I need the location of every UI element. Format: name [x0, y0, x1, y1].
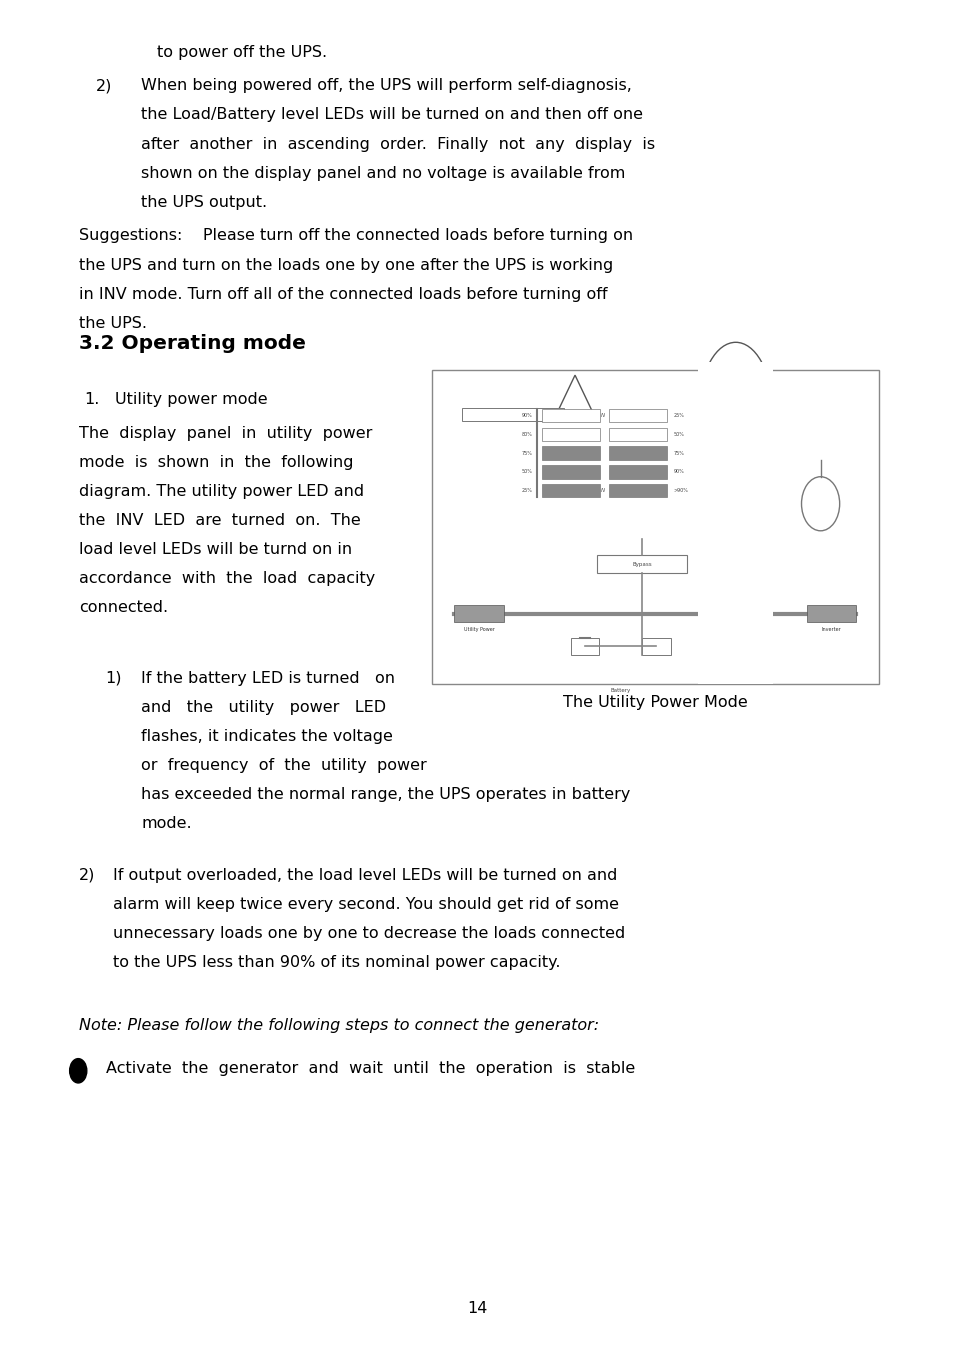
- Text: The Utility Power Mode: The Utility Power Mode: [562, 695, 747, 710]
- Text: 3.2 Operating mode: 3.2 Operating mode: [79, 334, 306, 353]
- Text: to power off the UPS.: to power off the UPS.: [157, 45, 327, 59]
- Text: Note: Please follow the following steps to connect the generator:: Note: Please follow the following steps …: [79, 1018, 598, 1033]
- Bar: [597, 556, 686, 573]
- Text: ECO: ECO: [801, 429, 813, 434]
- Text: Suggestions:    Please turn off the connected loads before turning on: Suggestions: Please turn off the connect…: [79, 228, 633, 243]
- Text: 90%: 90%: [521, 412, 532, 418]
- Text: Utility Power: Utility Power: [463, 627, 495, 631]
- Bar: [608, 408, 666, 422]
- Bar: [454, 606, 503, 622]
- Bar: [806, 606, 856, 622]
- Bar: [541, 446, 598, 460]
- Text: 75%: 75%: [673, 450, 683, 456]
- Text: 2): 2): [79, 868, 95, 883]
- Text: Battery: Battery: [610, 688, 630, 692]
- Text: has exceeded the normal range, the UPS operates in battery: has exceeded the normal range, the UPS o…: [141, 787, 630, 802]
- Bar: [608, 446, 666, 460]
- Text: the  INV  LED  are  turned  on.  The: the INV LED are turned on. The: [79, 512, 360, 529]
- Text: the UPS and turn on the loads one by one after the UPS is working: the UPS and turn on the loads one by one…: [79, 257, 613, 273]
- Text: 80%: 80%: [521, 431, 532, 437]
- Text: Bypass: Bypass: [632, 562, 651, 566]
- Text: accordance  with  the  load  capacity: accordance with the load capacity: [79, 571, 375, 587]
- Bar: [641, 638, 670, 656]
- Text: the UPS.: the UPS.: [79, 316, 147, 331]
- Text: 25%: 25%: [673, 412, 683, 418]
- Text: >90%: >90%: [673, 488, 687, 493]
- Bar: [432, 370, 878, 684]
- Circle shape: [70, 1059, 87, 1083]
- Text: shown on the display panel and no voltage is available from: shown on the display panel and no voltag…: [141, 166, 625, 181]
- Text: 50%: 50%: [673, 431, 683, 437]
- Bar: [698, 426, 773, 684]
- Text: mode.: mode.: [141, 817, 192, 831]
- Bar: [461, 408, 563, 420]
- Bar: [608, 465, 666, 479]
- Text: When being powered off, the UPS will perform self-diagnosis,: When being powered off, the UPS will per…: [141, 78, 632, 93]
- Text: 2): 2): [95, 78, 112, 93]
- Text: 50%: 50%: [521, 469, 532, 475]
- Text: mode  is  shown  in  the  following: mode is shown in the following: [79, 454, 354, 470]
- Text: alarm will keep twice every second. You should get rid of some: alarm will keep twice every second. You …: [112, 898, 618, 913]
- Bar: [570, 638, 598, 656]
- Text: N: N: [600, 412, 604, 418]
- Text: the UPS output.: the UPS output.: [141, 195, 267, 210]
- Text: diagram. The utility power LED and: diagram. The utility power LED and: [79, 484, 364, 499]
- Bar: [541, 408, 598, 422]
- Text: or  frequency  of  the  utility  power: or frequency of the utility power: [141, 757, 427, 773]
- Text: flashes, it indicates the voltage: flashes, it indicates the voltage: [141, 729, 393, 744]
- Text: and   the   utility   power   LED: and the utility power LED: [141, 700, 386, 715]
- Text: Utility power mode: Utility power mode: [115, 392, 268, 407]
- Text: 14: 14: [466, 1301, 487, 1315]
- Text: If output overloaded, the load level LEDs will be turned on and: If output overloaded, the load level LED…: [112, 868, 617, 883]
- Text: after  another  in  ascending  order.  Finally  not  any  display  is: after another in ascending order. Finall…: [141, 137, 655, 151]
- Text: in INV mode. Turn off all of the connected loads before turning off: in INV mode. Turn off all of the connect…: [79, 287, 607, 301]
- Text: 1.: 1.: [84, 392, 99, 407]
- Bar: [698, 361, 773, 469]
- Text: 25%: 25%: [521, 488, 532, 493]
- Text: 75%: 75%: [521, 450, 532, 456]
- Bar: [541, 427, 598, 441]
- Text: load level LEDs will be turnd on in: load level LEDs will be turnd on in: [79, 542, 352, 557]
- Text: unnecessary loads one by one to decrease the loads connected: unnecessary loads one by one to decrease…: [112, 926, 624, 941]
- Text: 1): 1): [105, 671, 121, 685]
- Text: to the UPS less than 90% of its nominal power capacity.: to the UPS less than 90% of its nominal …: [112, 955, 559, 971]
- Text: connected.: connected.: [79, 600, 168, 615]
- Text: 90%: 90%: [673, 469, 683, 475]
- Bar: [608, 427, 666, 441]
- Bar: [541, 484, 598, 498]
- Bar: [541, 465, 598, 479]
- Bar: [608, 484, 666, 498]
- Text: I: I: [820, 379, 823, 388]
- Text: Inverter: Inverter: [821, 627, 841, 631]
- Text: the Load/Battery level LEDs will be turned on and then off one: the Load/Battery level LEDs will be turn…: [141, 108, 642, 123]
- Text: If the battery LED is turned   on: If the battery LED is turned on: [141, 671, 395, 685]
- Text: Activate  the  generator  and  wait  until  the  operation  is  stable: Activate the generator and wait until th…: [106, 1061, 635, 1076]
- Text: The  display  panel  in  utility  power: The display panel in utility power: [79, 426, 373, 441]
- Text: N: N: [600, 488, 604, 493]
